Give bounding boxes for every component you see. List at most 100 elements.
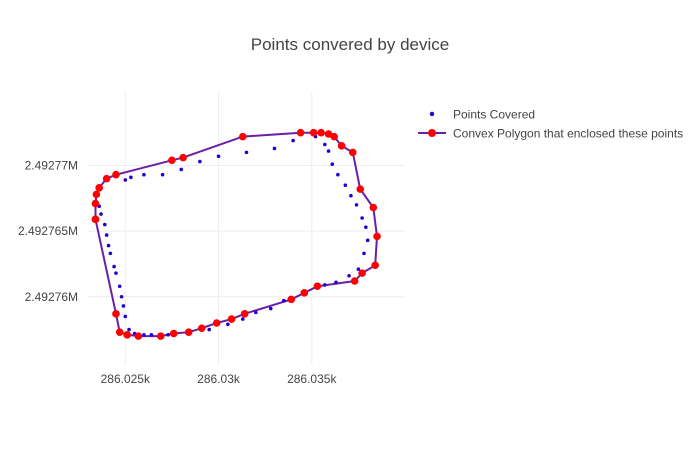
covered-point[interactable] xyxy=(281,298,286,303)
polygon-vertex[interactable] xyxy=(112,310,120,318)
polygon-vertex[interactable] xyxy=(348,148,357,157)
polygon-vertex[interactable] xyxy=(350,277,359,285)
polygon-vertex[interactable] xyxy=(330,132,338,141)
polygon-vertex[interactable] xyxy=(168,156,176,165)
polygon-line[interactable] xyxy=(94,131,379,338)
polygon-vertex[interactable] xyxy=(212,319,221,327)
polygon-vertex[interactable] xyxy=(92,190,101,199)
covered-point[interactable] xyxy=(112,264,116,269)
polygon-vertex[interactable] xyxy=(300,289,309,297)
polygon-vertex[interactable] xyxy=(373,232,381,241)
covered-point[interactable] xyxy=(226,322,230,327)
polygon-vertex[interactable] xyxy=(91,215,100,224)
polygon-vertex[interactable] xyxy=(115,328,124,336)
polygon-vertex[interactable] xyxy=(134,332,143,340)
covered-point[interactable] xyxy=(117,284,122,289)
axis-ticks: 286.025k 286.03k 286.035k 2.49276M 2.492765M… xyxy=(18,159,337,387)
covered-point[interactable] xyxy=(334,280,338,285)
legend-item-points[interactable]: Points Covered xyxy=(429,108,535,122)
covered-point[interactable] xyxy=(166,333,170,337)
covered-point[interactable] xyxy=(354,203,359,207)
covered-point[interactable] xyxy=(179,167,184,172)
covered-point[interactable] xyxy=(198,159,202,164)
polygon-vertex[interactable] xyxy=(123,331,131,339)
chart-title: Points convered by device xyxy=(251,35,449,54)
covered-point[interactable] xyxy=(254,310,258,315)
polygon-vertex[interactable] xyxy=(169,329,178,338)
covered-point[interactable] xyxy=(291,138,295,143)
polygon-vertex[interactable] xyxy=(296,128,305,137)
covered-point[interactable] xyxy=(102,222,107,227)
legend-polygon-marker xyxy=(428,129,436,137)
covered-point[interactable] xyxy=(123,314,128,319)
y-tick-label: 2.49276M xyxy=(25,290,78,304)
covered-point[interactable] xyxy=(349,193,353,198)
legend-label-polygon: Convex Polygon that enclosed these point… xyxy=(453,127,683,141)
covered-point[interactable] xyxy=(123,178,128,182)
covered-point[interactable] xyxy=(119,294,124,299)
polygon-vertex[interactable] xyxy=(102,174,111,183)
polygon-vertex[interactable] xyxy=(156,332,165,340)
grid-lines xyxy=(88,92,405,365)
x-tick-label: 286.025k xyxy=(101,372,151,386)
covered-point[interactable] xyxy=(364,225,368,229)
covered-point[interactable] xyxy=(323,142,327,147)
polygon-vertex[interactable] xyxy=(112,170,120,179)
polygon-vertex[interactable] xyxy=(358,269,366,277)
legend-points-marker xyxy=(429,111,435,117)
y-tick-label: 2.492765M xyxy=(18,224,78,238)
covered-point[interactable] xyxy=(207,327,212,332)
polygon-vertex[interactable] xyxy=(184,328,193,336)
x-tick-label: 286.035k xyxy=(287,372,337,386)
covered-point[interactable] xyxy=(108,251,113,256)
covered-point[interactable] xyxy=(216,154,221,159)
covered-point[interactable] xyxy=(129,175,133,180)
covered-point[interactable] xyxy=(244,150,249,155)
covered-point[interactable] xyxy=(343,183,348,187)
polygon-vertex[interactable] xyxy=(317,128,325,137)
covered-point[interactable] xyxy=(330,162,335,166)
covered-point[interactable] xyxy=(336,172,340,177)
plot-area[interactable] xyxy=(91,128,381,340)
covered-point[interactable] xyxy=(360,216,364,220)
polygon-vertex[interactable] xyxy=(369,203,378,212)
covered-point[interactable] xyxy=(99,212,103,216)
covered-point[interactable] xyxy=(114,271,118,275)
covered-point[interactable] xyxy=(323,283,327,287)
covered-point[interactable] xyxy=(326,149,331,153)
covered-point[interactable] xyxy=(127,327,131,332)
polygon-vertex[interactable] xyxy=(356,185,365,193)
polygon-vertex[interactable] xyxy=(95,184,103,192)
covered-point[interactable] xyxy=(362,251,366,256)
polygon-vertex[interactable] xyxy=(287,295,296,304)
polygon-vertex[interactable] xyxy=(197,324,206,333)
polygon-vertex[interactable] xyxy=(179,153,187,162)
covered-point[interactable] xyxy=(149,333,154,337)
covered-point[interactable] xyxy=(142,333,146,337)
covered-point[interactable] xyxy=(356,267,361,271)
y-tick-label: 2.49277M xyxy=(25,159,78,173)
polygon-vertex[interactable] xyxy=(337,142,346,150)
legend-label-points: Points Covered xyxy=(453,108,535,122)
covered-point[interactable] xyxy=(365,238,370,243)
covered-point[interactable] xyxy=(160,172,165,177)
covered-point[interactable] xyxy=(142,172,146,177)
covered-point[interactable] xyxy=(347,273,351,278)
polygon-vertex[interactable] xyxy=(227,315,236,323)
legend-item-polygon[interactable]: Convex Polygon that enclosed these point… xyxy=(418,127,683,141)
polygon-vertex[interactable] xyxy=(313,282,322,291)
covered-point[interactable] xyxy=(240,317,245,321)
polygon-vertex[interactable] xyxy=(309,128,318,137)
polygon-vertex[interactable] xyxy=(238,132,247,141)
polygon-vertex[interactable] xyxy=(371,261,379,270)
covered-point[interactable] xyxy=(106,243,111,248)
covered-point[interactable] xyxy=(272,146,277,151)
covered-point[interactable] xyxy=(121,304,126,308)
polygon-vertex[interactable] xyxy=(240,310,249,318)
covered-point[interactable] xyxy=(268,306,273,311)
polygon-vertex[interactable] xyxy=(91,199,100,208)
covered-point[interactable] xyxy=(104,233,109,237)
x-tick-label: 286.03k xyxy=(197,372,241,386)
legend[interactable]: Points Covered Convex Polygon that enclo… xyxy=(418,108,683,141)
